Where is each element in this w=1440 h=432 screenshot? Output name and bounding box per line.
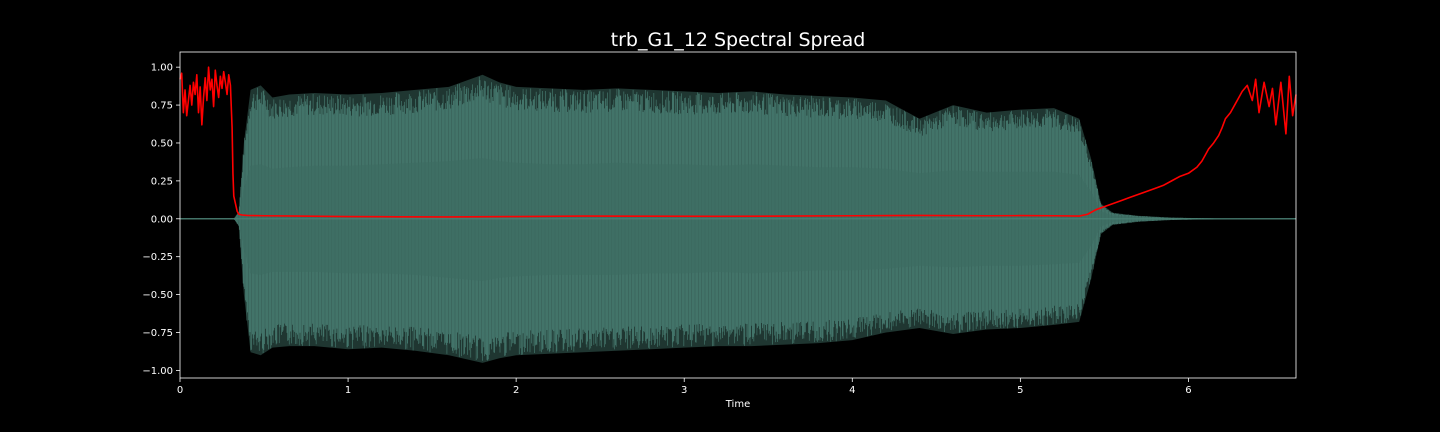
x-tick-label: 6 bbox=[1185, 385, 1191, 396]
waveform-inner-band bbox=[180, 158, 1296, 281]
y-tick-label: 1.00 bbox=[151, 63, 173, 74]
chart-title: trb_G1_12 Spectral Spread bbox=[611, 29, 866, 51]
x-tick-label: 3 bbox=[681, 385, 687, 396]
y-tick-label: 0.00 bbox=[151, 214, 173, 225]
y-tick-label: 0.75 bbox=[151, 101, 173, 112]
x-tick-label: 2 bbox=[513, 385, 519, 396]
y-tick-label: 0.25 bbox=[151, 176, 173, 187]
x-tick-label: 4 bbox=[849, 385, 855, 396]
y-tick-label: −1.00 bbox=[142, 366, 173, 377]
y-tick-label: −0.50 bbox=[142, 290, 173, 301]
x-tick-label: 5 bbox=[1017, 385, 1023, 396]
y-tick-label: −0.25 bbox=[142, 252, 173, 263]
x-axis-label: Time bbox=[725, 399, 750, 410]
spectral-spread-line bbox=[179, 66, 1297, 218]
y-tick-label: −0.75 bbox=[142, 328, 173, 339]
x-tick-label: 0 bbox=[177, 385, 183, 396]
axes-frame bbox=[179, 51, 1297, 379]
y-tick-label: 0.50 bbox=[151, 138, 173, 149]
axes: 0 1 2 3 4 5 6 1.00 0.75 0.50 0.25 0.00 −0.25 −0.50 −0.… bbox=[142, 51, 1297, 396]
plot-area bbox=[179, 66, 1297, 363]
x-tick-label: 1 bbox=[345, 385, 351, 396]
